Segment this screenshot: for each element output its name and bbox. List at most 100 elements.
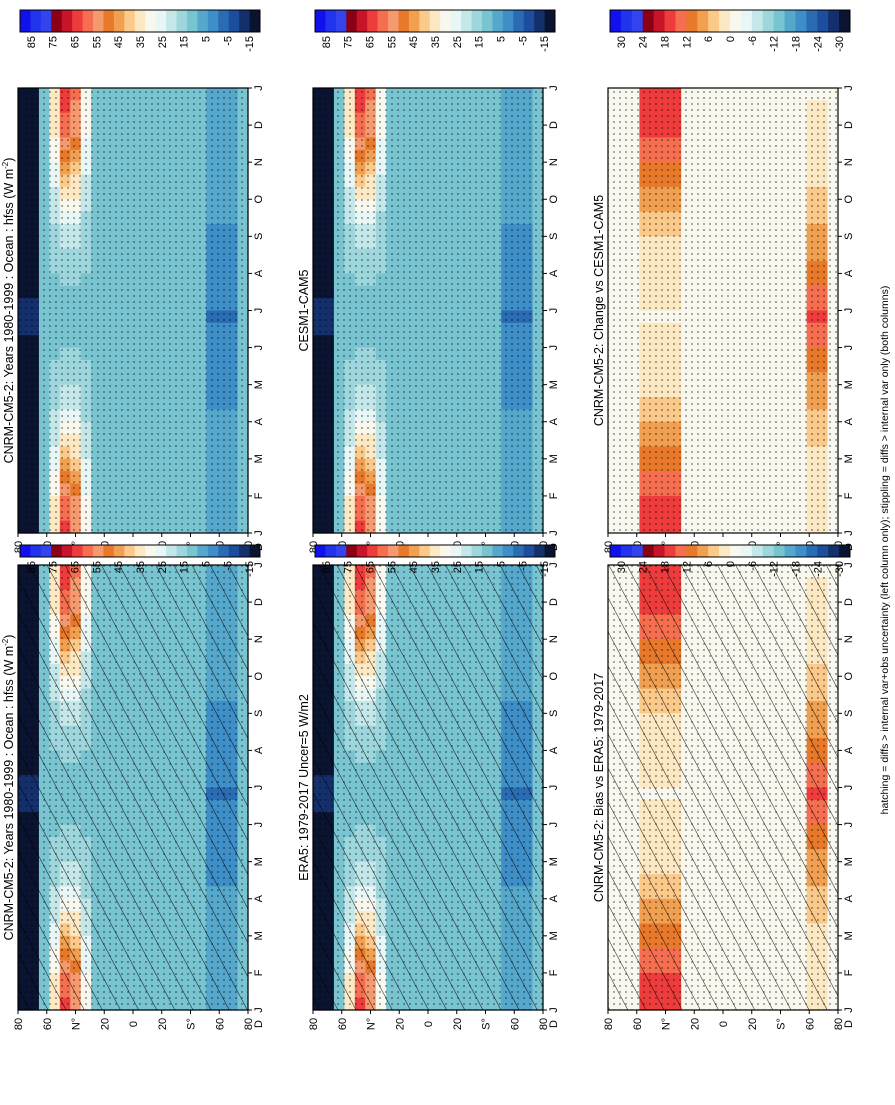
month-label: D [843,598,855,606]
month-label: J [253,1007,265,1013]
month-label: M [253,380,265,389]
stippling [313,88,543,533]
lat-label: 80 [243,1018,255,1030]
panel-title: CESM1-CAM5 [297,269,311,351]
month-label: A [548,894,560,902]
month-label: M [843,931,855,940]
lat-label: 80 [13,1018,25,1030]
lat-label: 60 [42,1018,54,1030]
hatching [608,565,838,1010]
month-label: O [548,672,560,681]
panel-title: CNRM-CM5-2: Years 1980-1999 : Ocean : hf… [1,158,16,464]
month-label: A [548,269,560,277]
month-label: N [548,635,560,643]
month-label: O [253,195,265,204]
month-label: O [548,195,560,204]
month-label: J [548,785,560,791]
hatching [313,565,543,1010]
month-label: J [253,85,265,91]
lat-label: 20 [157,1018,169,1030]
month-label: M [548,380,560,389]
month-label: N [253,158,265,166]
month-label: A [843,894,855,902]
month-label: J [253,822,265,828]
lat-label: 80 [538,1018,550,1030]
month-label: M [548,454,560,463]
month-label: A [548,417,560,425]
stippling [18,88,248,533]
lat-label: 20 [747,1018,759,1030]
month-label: S [548,233,560,240]
lat-label: N° [71,1018,83,1030]
lat-label: 0 [718,1021,730,1027]
month-label: J [253,785,265,791]
month-label: M [548,931,560,940]
lat-label: 20 [689,1018,701,1030]
lat-label: 0 [128,1021,140,1027]
month-label: J [548,345,560,351]
month-label: S [843,710,855,717]
month-label: N [548,158,560,166]
lat-label: 20 [99,1018,111,1030]
panel-title: ERA5: 1979-2017 Uncer=5 W/m2 [297,694,311,881]
month-label: M [253,857,265,866]
lat-label: 20 [452,1018,464,1030]
month-label: D [548,121,560,129]
lat-label: 0 [423,1021,435,1027]
lat-label: 20 [394,1018,406,1030]
month-label: F [843,969,855,976]
lat-label: 60 [214,1018,226,1030]
month-label: F [548,969,560,976]
panel-ref_model: JFMAMJJASONDJD8060N°20020S°6080CESM1-CAM… [297,85,560,553]
lat-label: S° [776,1018,788,1030]
lat-label: 80 [603,1018,615,1030]
month-label: J [253,345,265,351]
month-label: J [548,308,560,314]
lat-label: 80 [833,1018,845,1030]
month-label: A [843,746,855,754]
lat-label: S° [481,1018,493,1030]
lat-label: N° [661,1018,673,1030]
month-label: F [253,969,265,976]
panel-title: CNRM-CM5-2: Years 1980-1999 : Ocean : hf… [1,635,16,941]
panel-change: JFMAMJJASONDJD8060N°20020S°6080CNRM-CM5-… [592,85,855,553]
month-label: M [843,857,855,866]
month-label: A [548,746,560,754]
lat-label: 60 [804,1018,816,1030]
month-label: J [548,822,560,828]
month-label: A [253,746,265,754]
month-label: J [548,1007,560,1013]
month-label: J [843,822,855,828]
month-label: S [253,233,265,240]
month-label: F [548,492,560,499]
panel-model_right: JFMAMJJASONDJD8060N°20020S°6080CNRM-CM5-… [1,85,265,553]
lat-label: N° [366,1018,378,1030]
lat-label: 80 [308,1018,320,1030]
month-label: A [253,894,265,902]
lat-label: 60 [509,1018,521,1030]
title-end: ) [2,635,16,639]
month-label: N [253,635,265,643]
month-label: J [843,785,855,791]
month-label: N [843,635,855,643]
month-label: M [253,931,265,940]
month-label: J [548,85,560,91]
month-label: J [843,1007,855,1013]
month-label: O [253,672,265,681]
panel-title: CNRM-CM5-2: Bias vs ERA5: 1979-2017 [592,673,606,902]
month-label: O [843,672,855,681]
month-label: M [548,857,560,866]
lat-label: S° [186,1018,198,1030]
lat-label: 60 [337,1018,349,1030]
month-label: A [253,417,265,425]
month-label: D [253,598,265,606]
title-end: ) [2,158,16,162]
month-label: F [253,492,265,499]
month-label: D [548,598,560,606]
month-label: J [253,308,265,314]
month-label: D [253,121,265,129]
